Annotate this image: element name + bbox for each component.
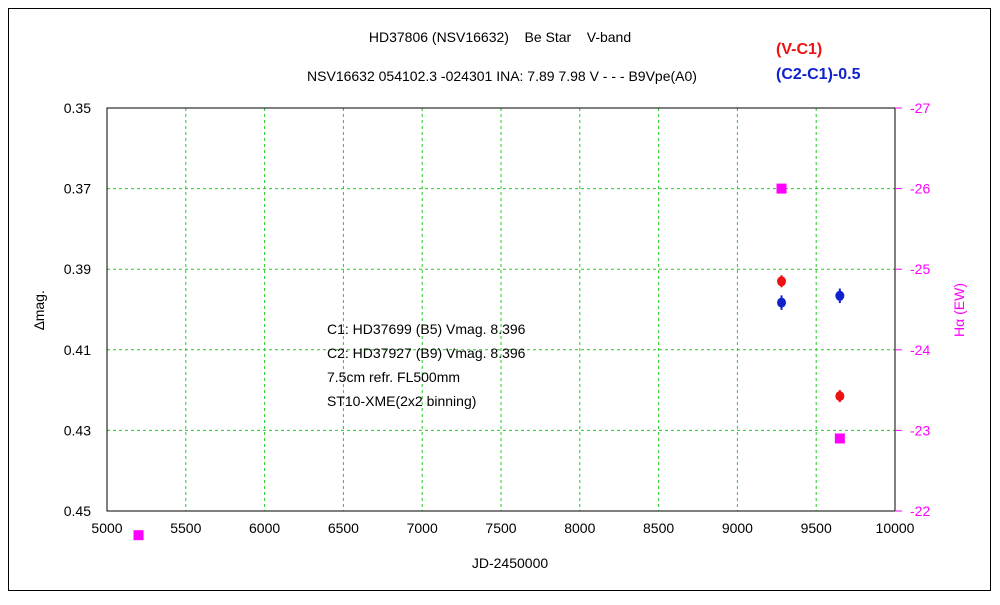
x-axis-ticks: 5000 5500 6000 6500 7000 7500 8000 8500 9000 9500…: [91, 520, 914, 536]
x-tick-label: 5500: [170, 520, 201, 536]
chart-subtitle: NSV16632 054102.3 -024301 INA: 7.89 7.98…: [307, 68, 697, 84]
y-tick-label: 0.45: [64, 503, 91, 519]
y2-tick-label: -26: [910, 181, 930, 197]
x-tick-label: 9500: [801, 520, 832, 536]
y-tick-label: 0.37: [64, 181, 91, 197]
x-axis-label: JD-2450000: [472, 555, 548, 571]
v-c1-point: [777, 276, 787, 287]
y2-axis-ticks: -27 -26 -25 -24 -23 -22: [895, 100, 930, 519]
y2-tick-label: -25: [910, 261, 930, 277]
y-tick-label: 0.41: [64, 342, 91, 358]
annotation-line-telescope: 7.5cm refr. FL500mm: [327, 369, 460, 385]
x-tick-label: 7000: [407, 520, 438, 536]
y2-tick-label: -24: [910, 342, 930, 358]
x-tick-label: 8500: [643, 520, 674, 536]
x-tick-label: 9000: [722, 520, 753, 536]
halpha-point: [133, 530, 144, 541]
data-points: [133, 183, 845, 541]
y2-axis-label: Hα (EW): [951, 283, 967, 337]
legend-label-v-c1: (V-C1): [776, 41, 822, 58]
y2-tick-label: -23: [910, 422, 930, 438]
chart-title: HD37806 (NSV16632) Be Star V-band: [369, 29, 631, 45]
annotation-line-camera: ST10-XME(2x2 binning): [327, 393, 476, 409]
x-tick-label: 6500: [328, 520, 359, 536]
y2-tick-label: -27: [910, 100, 930, 116]
annotation-block: C1: HD37699 (B5) Vmag. 8.396 C2: HD37927…: [327, 321, 526, 409]
y-tick-label: 0.35: [64, 100, 91, 116]
grid-lines: [107, 108, 895, 511]
halpha-point: [776, 183, 787, 194]
outer-border: [8, 8, 991, 591]
c2-c1-point: [835, 290, 845, 301]
x-tick-label: 7500: [485, 520, 516, 536]
plot-area-border: [106, 107, 896, 512]
x-tick-label: 8000: [564, 520, 595, 536]
halpha-point: [834, 433, 845, 444]
v-c1-point: [835, 391, 845, 402]
y-tick-label: 0.39: [64, 261, 91, 277]
y-axis-label: ∆mag.: [31, 290, 47, 330]
y-tick-label: 0.43: [64, 422, 91, 438]
annotation-line-c2: C2: HD37927 (B9) Vmag. 8.396: [327, 345, 526, 361]
legend-label-c2-c1: (C2-C1)-0.5: [776, 66, 861, 83]
x-tick-label: 5000: [91, 520, 122, 536]
c2-c1-point: [777, 297, 787, 308]
x-tick-label: 10000: [876, 520, 915, 536]
x-tick-label: 6000: [249, 520, 280, 536]
y2-tick-label: -22: [910, 503, 930, 519]
annotation-line-c1: C1: HD37699 (B5) Vmag. 8.396: [327, 321, 526, 337]
y-axis-ticks: 0.35 0.37 0.39 0.41 0.43 0.45: [64, 100, 91, 519]
